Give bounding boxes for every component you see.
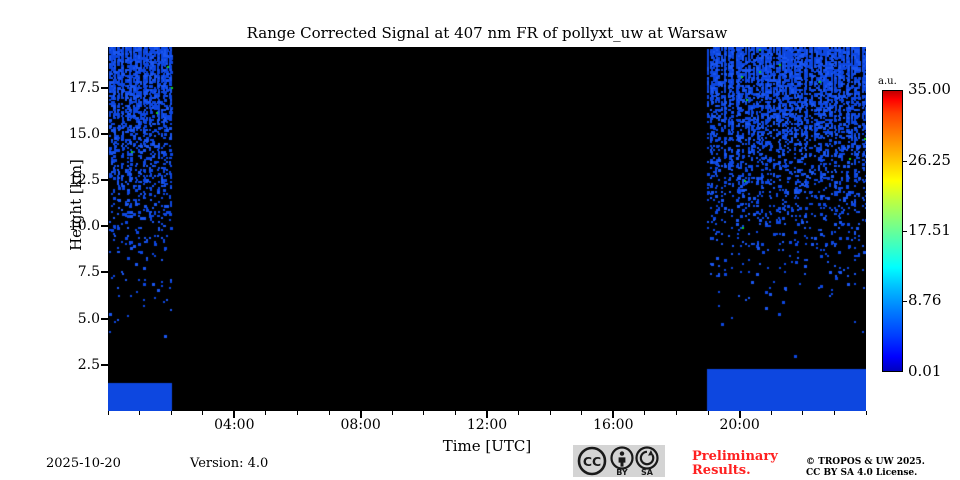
svg-text:SA: SA [641, 468, 654, 477]
x-axis-tick-mark [233, 411, 236, 418]
x-axis-tick-label: 12:00 [466, 417, 508, 433]
heatmap-data-canvas [108, 47, 866, 411]
x-axis-minor-tick-mark [676, 411, 677, 415]
colorbar-tick-label: 8.76 [908, 291, 942, 310]
y-axis-tick-label: 15.0 [68, 125, 100, 142]
x-axis-minor-tick-mark [707, 411, 709, 415]
svg-text:BY: BY [616, 468, 628, 477]
preliminary-line-1: Preliminary [692, 449, 778, 464]
colorbar[interactable] [882, 90, 903, 372]
preliminary-results-notice: Preliminary Results. [692, 450, 778, 478]
y-axis-tick-mark [101, 317, 108, 320]
x-axis-minor-tick-mark [297, 411, 298, 415]
colorbar-unit-label: a.u. [878, 76, 897, 87]
cc-license-icon: CC BY SA [573, 445, 665, 477]
y-axis-tick-mark [101, 86, 108, 89]
creative-commons-badge[interactable]: CC BY SA [573, 445, 665, 477]
x-axis-tick-mark [738, 411, 741, 418]
x-axis-minor-tick-mark [328, 411, 330, 415]
y-axis-tick-label: 10.0 [68, 218, 100, 235]
y-axis-tick-label: 7.5 [77, 264, 100, 281]
x-axis-minor-tick-mark [581, 411, 583, 415]
copyright-notice: © TROPOS & UW 2025. CC BY SA 4.0 License… [806, 457, 925, 479]
y-axis-tick-label: 12.5 [68, 172, 100, 189]
svg-text:CC: CC [583, 454, 601, 469]
copyright-line-1: © TROPOS & UW 2025. [806, 457, 925, 467]
x-axis-minor-tick-mark [423, 411, 425, 415]
y-axis-tick-mark [101, 225, 108, 228]
colorbar-gradient [882, 90, 903, 372]
y-axis-tick-mark [101, 363, 108, 366]
page-title: Range Corrected Signal at 407 nm FR of p… [246, 24, 728, 42]
footer-version: Version: 4.0 [190, 456, 269, 471]
colorbar-tick-mark [903, 230, 907, 232]
x-axis-minor-tick-mark [644, 411, 646, 415]
x-axis-minor-tick-mark [549, 411, 551, 415]
colorbar-tick-mark [903, 301, 907, 303]
x-axis-minor-tick-mark [170, 411, 172, 415]
x-axis-tick-mark [612, 411, 615, 418]
x-axis-label: Time [UTC] [442, 437, 532, 455]
colorbar-tick-label: 17.51 [908, 220, 951, 239]
colorbar-tick-label: 0.01 [908, 362, 942, 380]
x-axis-minor-tick-mark [391, 411, 393, 415]
colorbar-tick-mark [903, 160, 907, 162]
x-axis-tick-label: 08:00 [340, 417, 381, 433]
x-axis-tick-label: 04:00 [214, 417, 255, 433]
x-axis-minor-tick-mark [454, 411, 456, 415]
colorbar-tick-label: 26.25 [908, 150, 951, 169]
x-axis-minor-tick-mark [770, 411, 772, 415]
x-axis-minor-tick-mark [802, 411, 804, 415]
y-axis-tick-label: 17.5 [68, 79, 100, 96]
x-axis-minor-tick-mark [833, 411, 835, 415]
x-axis-tick-mark [486, 411, 488, 418]
footer-date: 2025-10-20 [46, 456, 121, 471]
y-axis-tick-mark [101, 179, 108, 182]
x-axis-tick-label: 16:00 [593, 417, 634, 433]
x-axis-minor-tick-mark [107, 411, 109, 415]
x-axis-tick-label: 20:00 [719, 417, 760, 433]
x-axis-minor-tick-mark [865, 411, 867, 415]
heatmap-plot-area[interactable] [108, 47, 866, 411]
y-axis-label: Height [km] [67, 159, 85, 251]
y-axis-tick-mark [101, 132, 108, 135]
x-axis-minor-tick-mark [518, 411, 520, 415]
x-axis-minor-tick-mark [139, 411, 141, 415]
x-axis-minor-tick-mark [265, 411, 267, 415]
x-axis-tick-mark [359, 411, 362, 418]
y-axis-tick-label: 2.5 [77, 356, 100, 373]
preliminary-line-2: Results. [692, 463, 751, 478]
y-axis-tick-mark [101, 271, 108, 274]
copyright-line-2: CC BY SA 4.0 License. [806, 468, 918, 478]
colorbar-tick-label: 35.00 [908, 80, 951, 98]
y-axis-tick-label: 5.0 [77, 310, 100, 327]
x-axis-minor-tick-mark [202, 411, 204, 415]
